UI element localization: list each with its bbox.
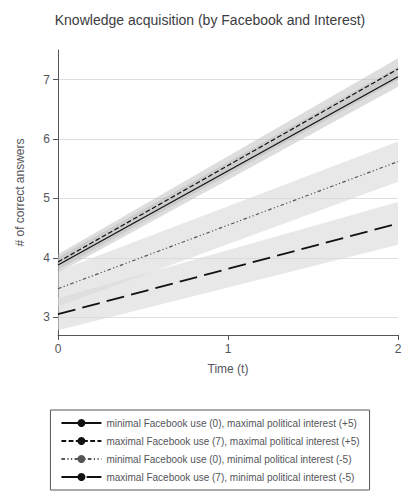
svg-text:5: 5 bbox=[43, 191, 50, 205]
svg-text:2: 2 bbox=[395, 342, 402, 356]
svg-text:1: 1 bbox=[225, 342, 232, 356]
svg-text:maximal Facebook use (7), maxi: maximal Facebook use (7), maximal politi… bbox=[106, 436, 359, 447]
svg-text:4: 4 bbox=[43, 251, 50, 265]
svg-text:maximal Facebook use (7), mini: maximal Facebook use (7), minimal politi… bbox=[106, 472, 354, 483]
svg-text:3: 3 bbox=[43, 310, 50, 324]
svg-text:Knowledge acquisition (by Face: Knowledge acquisition (by Facebook and I… bbox=[55, 12, 366, 28]
svg-text:minimal Facebook use (0), mini: minimal Facebook use (0), minimal politi… bbox=[106, 454, 351, 465]
svg-text:7: 7 bbox=[43, 73, 50, 87]
svg-text:Time (t): Time (t) bbox=[208, 362, 249, 376]
svg-text:# of correct answers: # of correct answers bbox=[13, 138, 27, 246]
svg-text:6: 6 bbox=[43, 132, 50, 146]
svg-text:minimal Facebook use (0), maxi: minimal Facebook use (0), maximal politi… bbox=[106, 418, 356, 429]
svg-text:0: 0 bbox=[55, 342, 62, 356]
